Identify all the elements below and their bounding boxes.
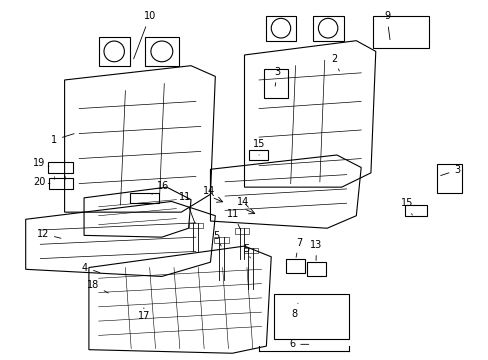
Text: 15: 15 — [400, 198, 413, 215]
Text: 11: 11 — [227, 209, 241, 230]
Text: 5: 5 — [243, 244, 250, 258]
Text: 16: 16 — [152, 181, 169, 194]
Text: 2: 2 — [331, 54, 339, 71]
Text: 14: 14 — [237, 197, 249, 207]
Text: 7: 7 — [295, 238, 302, 257]
Text: 11: 11 — [179, 192, 195, 223]
Text: 17: 17 — [138, 308, 150, 321]
Text: 3: 3 — [274, 67, 280, 86]
Text: 13: 13 — [310, 240, 322, 260]
Text: 12: 12 — [37, 229, 61, 239]
Text: 8: 8 — [291, 303, 297, 319]
Text: 18: 18 — [86, 280, 108, 293]
Text: 15: 15 — [252, 139, 264, 155]
Text: 19: 19 — [33, 158, 49, 168]
Text: 14: 14 — [203, 186, 215, 196]
Text: 6: 6 — [288, 339, 308, 349]
Text: 9: 9 — [383, 12, 389, 40]
Text: 3: 3 — [440, 165, 460, 176]
Text: 4: 4 — [82, 262, 100, 273]
Text: 5: 5 — [213, 231, 221, 246]
Text: 20: 20 — [33, 177, 50, 187]
Text: 10: 10 — [133, 12, 156, 59]
Text: 1: 1 — [51, 134, 74, 145]
